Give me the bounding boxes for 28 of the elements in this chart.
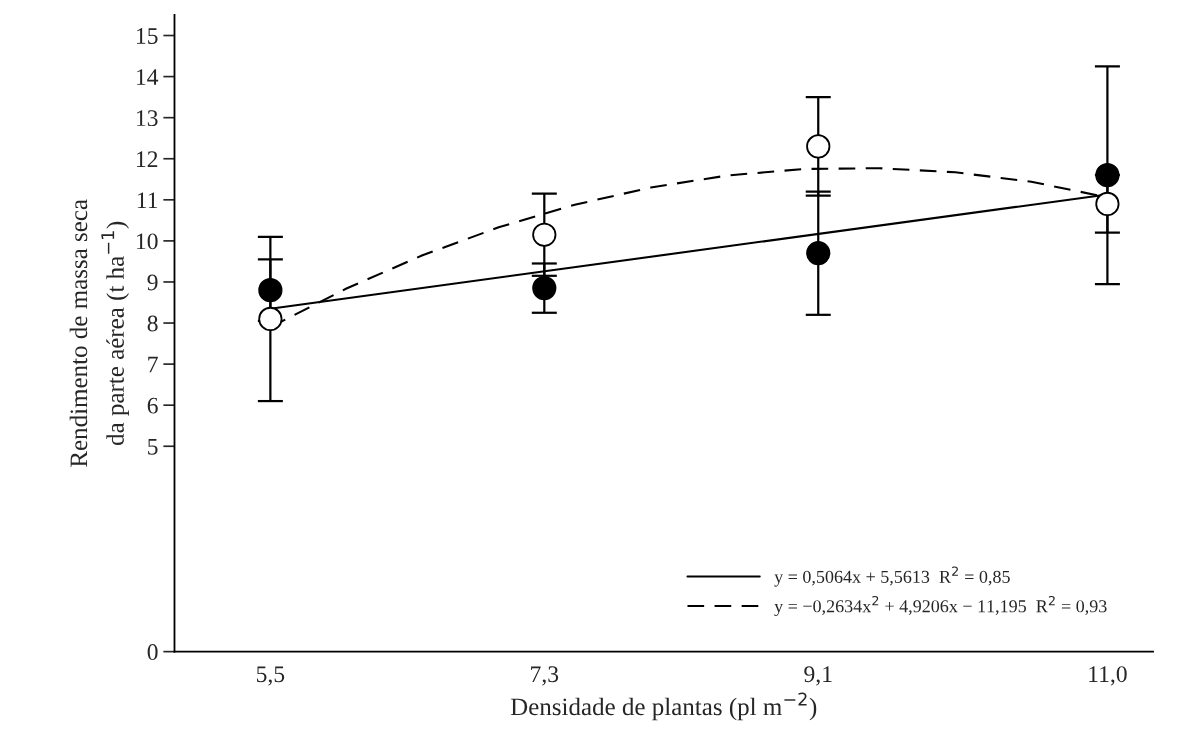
legend-label: y = 0,5064x + 5,5613 R$^{2}$ = 0,85 xyxy=(774,566,1010,587)
y-tick-label: 8 xyxy=(147,315,158,332)
y-tick-label: 0 xyxy=(147,644,158,661)
x-tick-label: 11,0 xyxy=(1089,666,1127,686)
y-tick-label: 12 xyxy=(136,151,158,167)
x-tick-label: 9,1 xyxy=(804,666,832,686)
x-tick-label: 5,5 xyxy=(256,666,285,686)
y-tick-label: 13 xyxy=(136,110,158,127)
legend-label: y = −0,2634x$^{2}$ + 4,9206x − 11,195 R$^{2}$ = 0,93 xyxy=(774,595,1107,617)
y-tick-label: 6 xyxy=(147,397,158,414)
x-axis-title: Densidade de plantas (pl m$^{−2}$) xyxy=(510,692,817,721)
y-axis-title: Rendimento de massa seca da parte aérea (t ha$^{−1}$) xyxy=(69,199,130,467)
y-tick-label: 10 xyxy=(136,233,158,250)
y-tick-label: 5 xyxy=(148,438,158,455)
point xyxy=(1095,163,1120,188)
y-tick-label: 14 xyxy=(136,69,159,85)
point xyxy=(258,306,283,332)
y-tick-label: 9 xyxy=(147,274,158,291)
y-tick-label: 11 xyxy=(137,192,158,209)
y-tick-label: 15 xyxy=(136,28,158,44)
point xyxy=(532,222,557,247)
point xyxy=(806,134,831,159)
point xyxy=(1095,191,1120,217)
x-tick-label: 7,3 xyxy=(531,666,559,686)
y-tick-label: 7 xyxy=(148,356,158,373)
point xyxy=(258,278,283,303)
point xyxy=(806,241,831,266)
point xyxy=(532,276,557,301)
